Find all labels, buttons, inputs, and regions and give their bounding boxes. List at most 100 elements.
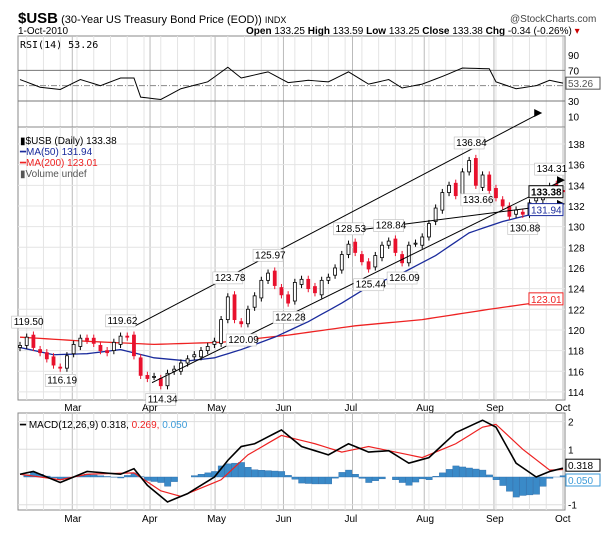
candle-body bbox=[467, 160, 472, 173]
candle-body bbox=[91, 337, 96, 344]
close-value-label-box bbox=[528, 185, 564, 199]
macd-histogram-bar bbox=[331, 476, 339, 479]
price-annotation: 134.31 bbox=[537, 164, 568, 175]
price-legend: ▮$USB (Daily) 133.38 ━MA(50) 131.94 ━MA(… bbox=[20, 136, 117, 180]
price-annotation-box bbox=[44, 373, 76, 387]
close-value-label: 133.38 bbox=[531, 188, 562, 199]
macd-histogram-bar bbox=[351, 474, 359, 478]
candle-body bbox=[105, 350, 110, 354]
macd-histogram-bar bbox=[150, 476, 158, 482]
candle-body bbox=[185, 358, 190, 364]
candle-body bbox=[520, 211, 525, 215]
macd-histogram-bar bbox=[278, 471, 286, 478]
price-annotation: 126.09 bbox=[389, 273, 420, 284]
symbol: $USB bbox=[18, 10, 59, 27]
legend-price-label: $USB (Daily) 133.38 bbox=[25, 136, 117, 147]
price-annotation-box bbox=[252, 248, 284, 262]
candle-body bbox=[132, 334, 136, 357]
macd-histogram-bar bbox=[164, 476, 172, 487]
candle-body bbox=[272, 270, 277, 286]
price-annotation-box bbox=[11, 315, 43, 329]
candle-body bbox=[239, 321, 244, 325]
candle-body bbox=[246, 308, 250, 325]
price-panel bbox=[17, 126, 566, 401]
price-annotation: 128.84 bbox=[376, 221, 407, 232]
price-annotation: 116.19 bbox=[47, 375, 77, 386]
price-annotation-box bbox=[145, 393, 177, 406]
macd-histogram-bar bbox=[251, 469, 259, 478]
candle-body bbox=[232, 294, 237, 321]
macd-histogram-bar bbox=[445, 469, 453, 478]
macd-histogram-bar bbox=[284, 475, 292, 478]
macd-histogram-bar bbox=[318, 476, 326, 485]
macd-value-label: 0.318 bbox=[568, 461, 593, 472]
macd-hist-value: 0.050 bbox=[162, 420, 188, 431]
volume-icon: ▮ bbox=[20, 169, 26, 180]
candle-body bbox=[205, 346, 210, 351]
macd-histogram-bar bbox=[244, 467, 252, 478]
macd-histogram-bar bbox=[546, 476, 554, 479]
candle-body bbox=[420, 236, 425, 246]
high-label: High bbox=[307, 26, 330, 37]
x-month-label: Mar bbox=[64, 514, 82, 525]
macd-histogram-bar bbox=[378, 476, 386, 480]
price-tick-label: 128 bbox=[568, 243, 585, 254]
candle-body bbox=[380, 244, 384, 259]
price-annotation-box bbox=[373, 219, 405, 232]
price-tick-label: 126 bbox=[568, 264, 585, 275]
candle-body bbox=[473, 158, 478, 186]
rsi-title: RSI(14) 53.26 bbox=[20, 40, 99, 51]
macd-histogram-bar bbox=[519, 476, 527, 496]
rsi-panel bbox=[17, 35, 566, 128]
candle-body bbox=[212, 340, 217, 345]
candle-body bbox=[494, 188, 498, 199]
price-annotation-box bbox=[460, 193, 492, 207]
candle-body bbox=[266, 272, 270, 281]
chart-title: $USB (30-Year US Treasury Bond Price (EO… bbox=[18, 10, 286, 27]
watermark: @StockCharts.com bbox=[510, 14, 597, 25]
candle-body bbox=[333, 267, 337, 276]
x-month-label: Jun bbox=[275, 514, 291, 525]
macd-histogram-bar bbox=[559, 475, 567, 478]
candle-body bbox=[259, 279, 264, 299]
macd-histogram-bar bbox=[271, 470, 279, 478]
rsi-value-label: 53.26 bbox=[568, 79, 593, 90]
macd-histogram-bar bbox=[298, 476, 306, 484]
macd-line bbox=[19, 419, 564, 503]
candle-body bbox=[158, 378, 163, 387]
macd-histogram-bar bbox=[479, 469, 487, 478]
macd-histogram-bar bbox=[392, 476, 400, 480]
x-month-label: Jul bbox=[345, 403, 358, 414]
candle-body bbox=[98, 345, 103, 351]
macd-histogram-bar bbox=[425, 476, 433, 480]
price-annotation: 130.88 bbox=[510, 224, 541, 235]
chg-value: -0.34 (-0.26%) bbox=[507, 26, 572, 37]
macd-histogram-bar bbox=[412, 476, 420, 483]
macd-tick-label: -1 bbox=[568, 501, 577, 512]
macd-histogram-bar bbox=[345, 469, 353, 478]
candle-body bbox=[386, 240, 391, 246]
candle-body bbox=[165, 372, 170, 387]
candle-body bbox=[78, 337, 83, 347]
price-tick-label: 124 bbox=[568, 285, 585, 296]
candle-body bbox=[286, 294, 291, 304]
price-tick-label: 116 bbox=[568, 367, 584, 378]
macd-histogram-bar bbox=[238, 462, 245, 478]
price-annotation-box bbox=[353, 278, 384, 292]
chart-date: 1-Oct-2010 bbox=[18, 26, 69, 37]
x-month-label: Mar bbox=[64, 403, 82, 414]
candle-body bbox=[487, 174, 492, 191]
candle-body bbox=[319, 279, 324, 296]
price-tick-label: 136 bbox=[568, 161, 585, 172]
price-annotation: 114.34 bbox=[148, 394, 178, 405]
close-label: Close bbox=[422, 26, 450, 37]
rsi-tick-label: 10 bbox=[568, 112, 580, 123]
price-annotation-box bbox=[453, 136, 485, 150]
macd-line-icon: ━ bbox=[20, 420, 27, 431]
rsi-line bbox=[19, 66, 564, 100]
low-label: Low bbox=[366, 26, 387, 37]
macd-histogram-bar bbox=[311, 476, 319, 485]
price-annotation: 120.09 bbox=[228, 335, 259, 346]
macd-histogram-bar bbox=[117, 476, 125, 479]
